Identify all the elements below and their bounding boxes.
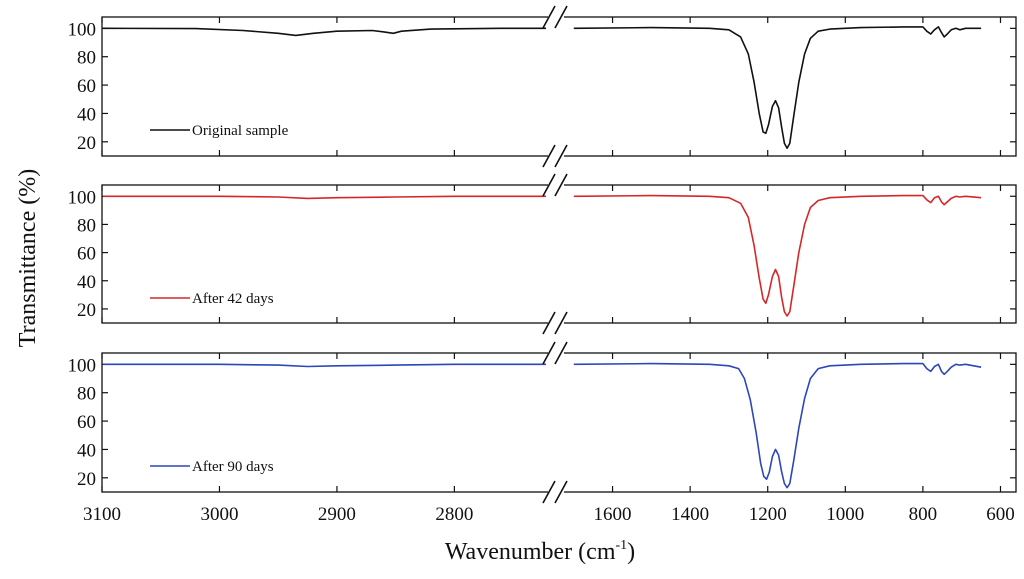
series-line-after-42-days-fingerprint bbox=[573, 194, 982, 317]
y-tick-label: 80 bbox=[77, 48, 96, 69]
x-axis-title-main: Wavenumber (cm bbox=[445, 539, 616, 565]
legend-label: Original sample bbox=[192, 123, 289, 139]
axis-break-mark-bottom bbox=[554, 480, 568, 504]
axis-break-mark-top bbox=[554, 341, 568, 365]
axis-break-mark-top bbox=[542, 173, 556, 197]
x-tick-label: 1000 bbox=[826, 504, 864, 525]
legend-label: After 42 days bbox=[192, 291, 274, 307]
panel-1: 20 40 60 80 100 Original sample bbox=[68, 5, 1017, 168]
axis-break-gap-bottom bbox=[548, 315, 564, 335]
x-tick-label: 3100 bbox=[83, 504, 121, 525]
axis-break-mark-top bbox=[542, 5, 556, 29]
x-tick-label: 1400 bbox=[671, 504, 709, 525]
series-line-after-90-days-high bbox=[103, 363, 546, 368]
x-tick-label: 800 bbox=[909, 504, 938, 525]
series-line-after-42-days-high bbox=[103, 195, 546, 200]
y-axis-title: Transmittance (%) bbox=[15, 169, 41, 347]
axis-break-gap-bottom bbox=[548, 484, 564, 504]
axis-break-mark-top bbox=[554, 5, 568, 29]
axis-break-gap-bottom bbox=[548, 148, 564, 168]
y-tick-label: 80 bbox=[77, 215, 96, 236]
x-tick-label: 1200 bbox=[749, 504, 787, 525]
legend-label: After 90 days bbox=[192, 459, 274, 475]
axis-break-mark-top bbox=[542, 341, 556, 365]
x-tick-label: 600 bbox=[986, 504, 1015, 525]
x-axis-title-close: ) bbox=[627, 539, 635, 565]
y-tick-label: 20 bbox=[77, 300, 96, 321]
x-tick-label: 1600 bbox=[594, 504, 632, 525]
y-tick-label: 100 bbox=[68, 19, 97, 40]
y-tick-label: 100 bbox=[68, 355, 97, 376]
axis-break-mark-bottom bbox=[542, 144, 556, 168]
axis-break-mark-bottom bbox=[554, 144, 568, 168]
series-line-after-90-days-fingerprint bbox=[573, 362, 982, 489]
panel-3: 20 40 60 80 100 After 90 days bbox=[68, 341, 1017, 504]
axis-break-mark-bottom bbox=[542, 480, 556, 504]
y-tick-label: 40 bbox=[77, 104, 96, 125]
y-tick-label: 100 bbox=[68, 187, 97, 208]
panel-2: 20 40 60 80 100 After 42 days bbox=[68, 173, 1017, 335]
x-tick-label: 2900 bbox=[318, 504, 356, 525]
x-axis-title-superscript: -1 bbox=[616, 538, 628, 553]
y-tick-label: 20 bbox=[77, 469, 96, 490]
x-tick-label: 2800 bbox=[435, 504, 473, 525]
y-tick-label: 60 bbox=[77, 76, 96, 97]
y-tick-label: 40 bbox=[77, 440, 96, 461]
axis-break-mark-bottom bbox=[554, 311, 568, 335]
y-tick-label: 60 bbox=[77, 244, 96, 265]
x-tick-label: 3000 bbox=[200, 504, 238, 525]
y-tick-label: 20 bbox=[77, 133, 96, 154]
axis-break-mark-top bbox=[554, 173, 568, 197]
y-tick-label: 60 bbox=[77, 412, 96, 433]
axis-break-mark-bottom bbox=[542, 311, 556, 335]
y-tick-label: 40 bbox=[77, 272, 96, 293]
y-tick-label: 80 bbox=[77, 384, 96, 405]
series-line-original-sample-fingerprint bbox=[573, 26, 982, 149]
x-axis-title: Wavenumber (cm-1) bbox=[445, 538, 635, 565]
series-line-original-sample-high bbox=[103, 27, 546, 37]
